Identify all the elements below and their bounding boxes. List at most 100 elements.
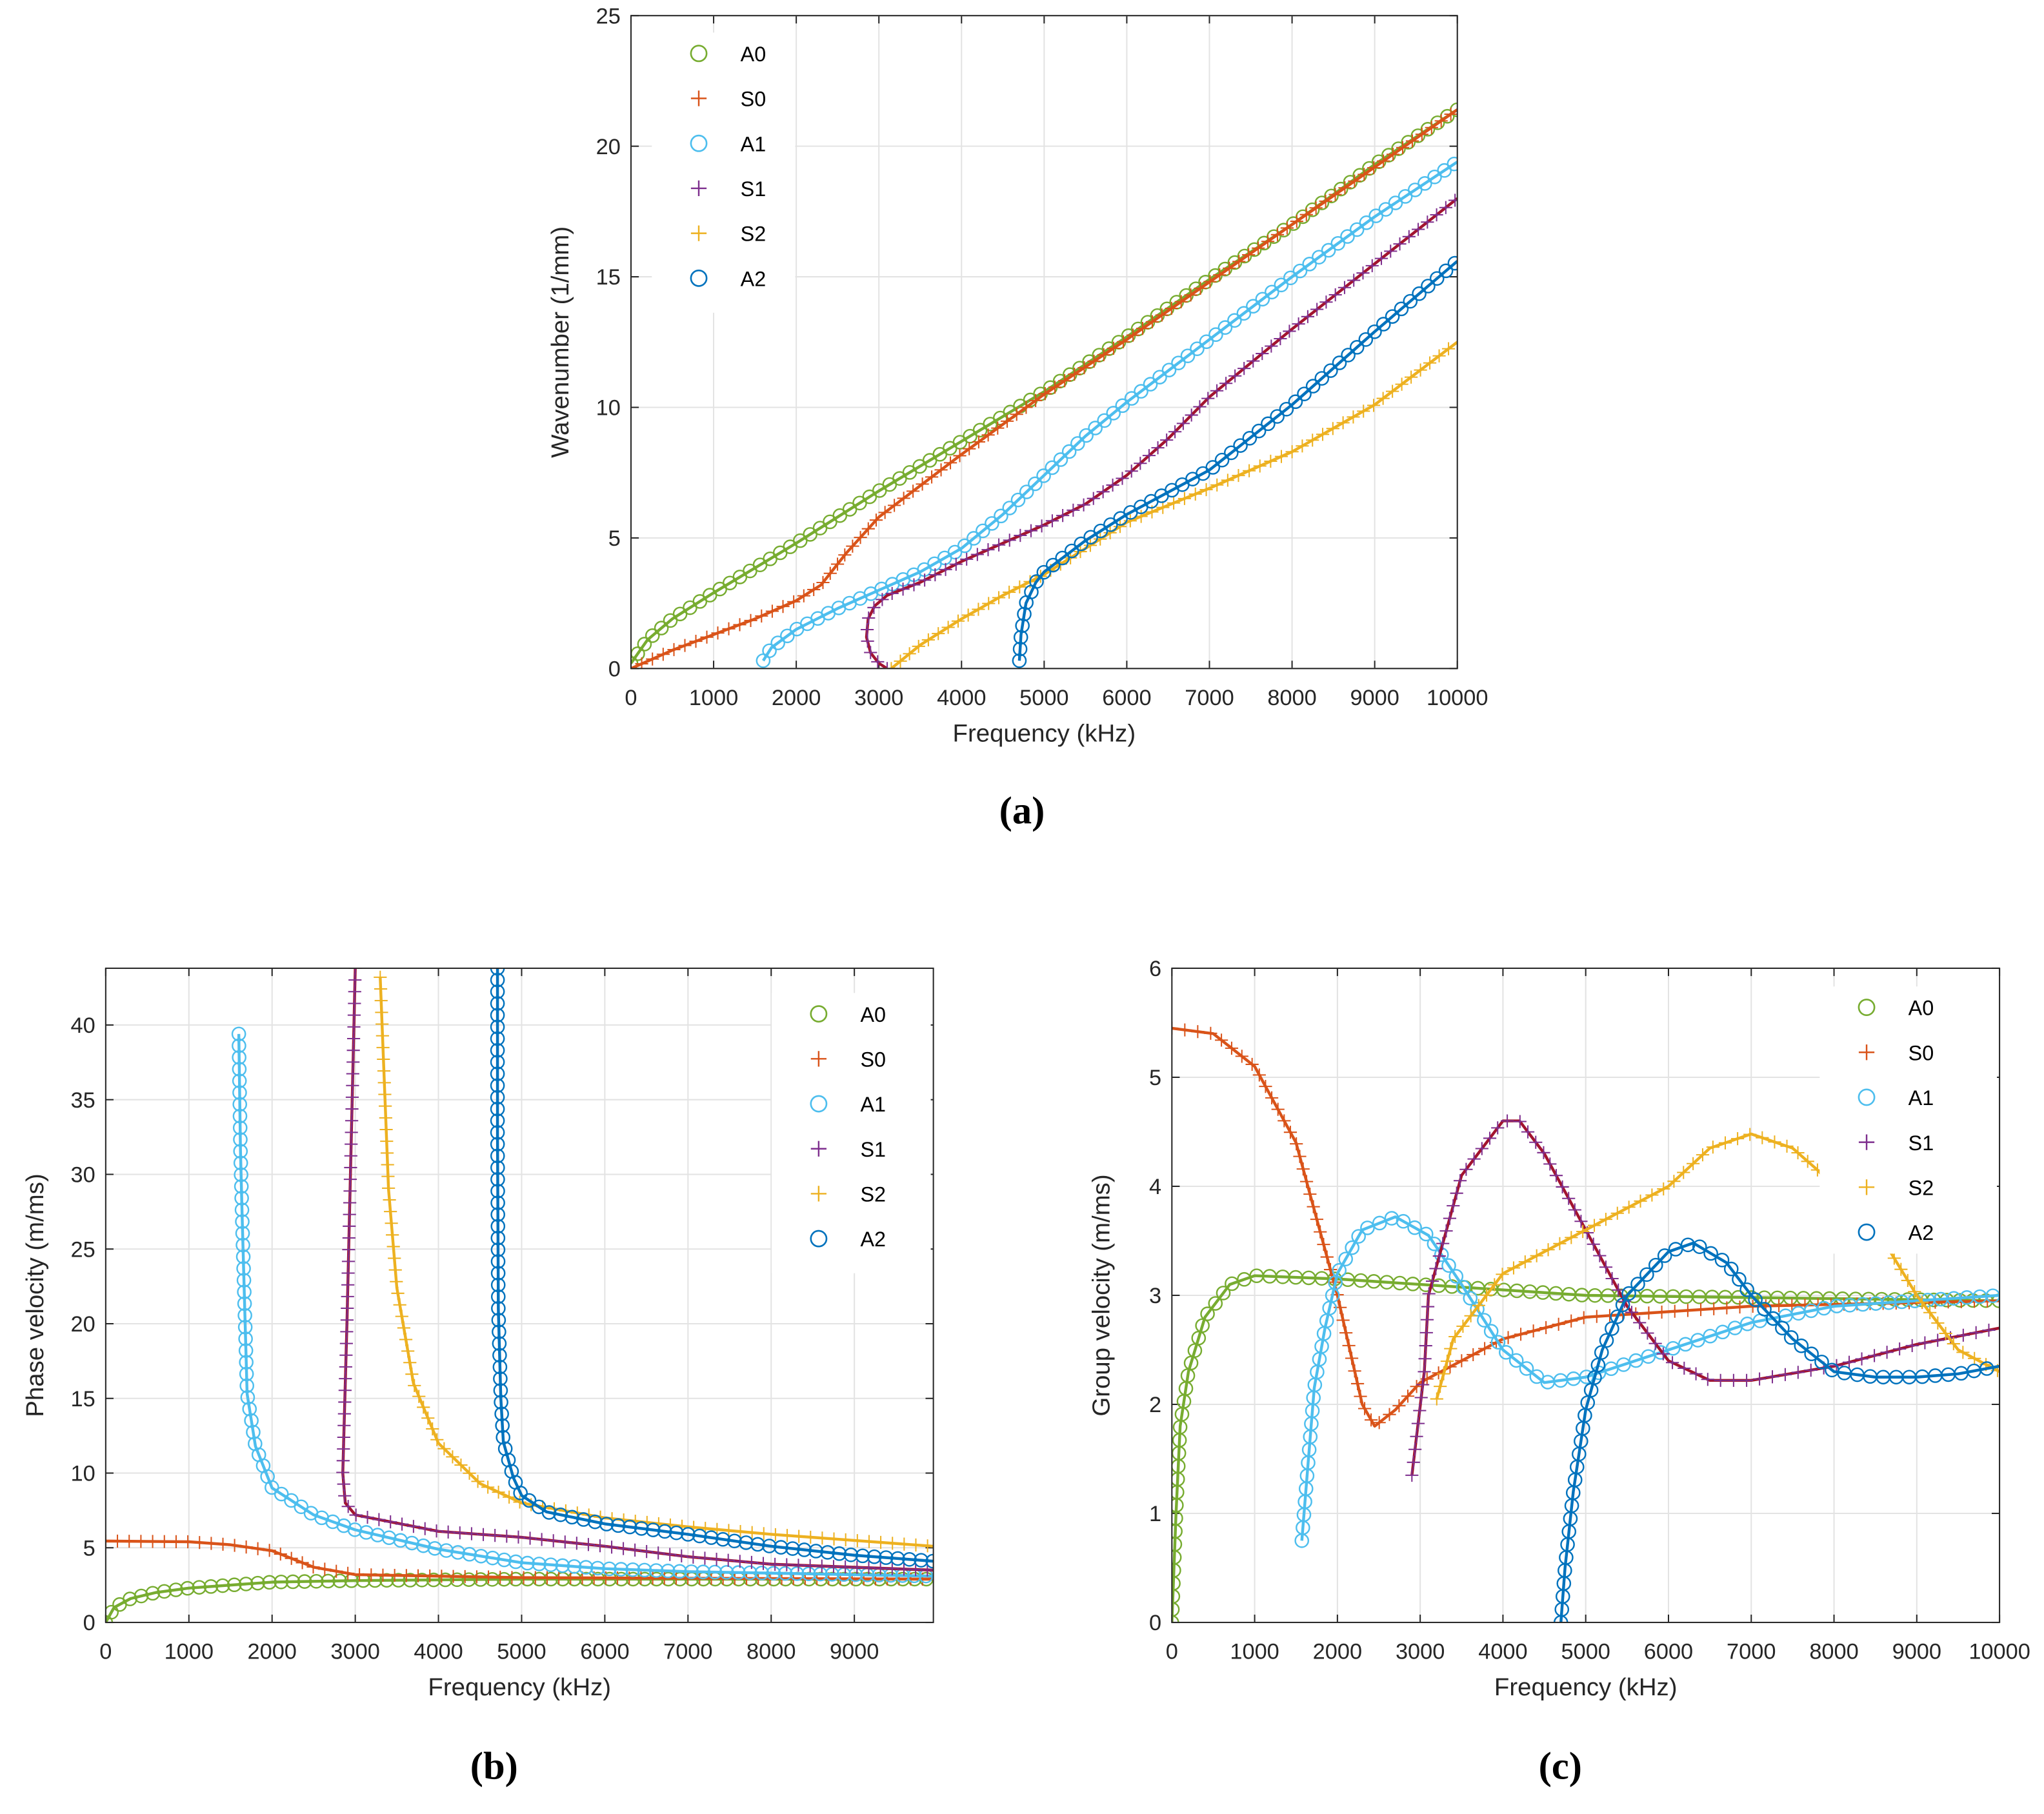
data-point-S0 [981, 428, 995, 442]
data-point-A2 [492, 1324, 506, 1339]
data-point-S2 [1939, 1326, 1952, 1341]
data-point-A2 [692, 1528, 707, 1544]
data-point-A2 [1385, 309, 1400, 324]
legend-box [1819, 986, 1998, 1254]
data-point-A0 [145, 1586, 160, 1601]
data-point-S1 [345, 1090, 359, 1104]
data-point-S1 [628, 1543, 642, 1557]
legend-marker-S1 [1858, 1134, 1875, 1150]
data-point-A1 [1274, 277, 1289, 293]
data-point-A2 [1979, 1361, 1994, 1376]
data-point-A2 [1421, 279, 1436, 294]
data-point-S2 [1908, 1285, 1921, 1299]
x-tick-label: 5000 [1019, 686, 1068, 710]
data-point-S0 [1372, 1416, 1386, 1430]
data-point-S1 [686, 1550, 700, 1564]
data-point-A2 [490, 1254, 506, 1269]
legend-marker-A0 [810, 1005, 828, 1023]
data-point-S1 [343, 1196, 357, 1210]
data-point-S2 [382, 1181, 396, 1195]
data-point-A1 [766, 1566, 781, 1581]
data-point-S1 [1982, 1323, 1996, 1337]
data-point-S2 [1134, 510, 1148, 523]
data-point-S0 [1303, 1187, 1317, 1201]
data-point-S1 [523, 1531, 537, 1545]
data-point-S0 [1290, 1137, 1303, 1151]
data-point-A0 [203, 1579, 219, 1594]
data-point-S0 [1319, 194, 1332, 208]
data-point-A2 [1297, 386, 1312, 401]
data-point-S1 [1247, 354, 1260, 368]
data-point-A1 [381, 1530, 397, 1546]
x-tick-label: 10000 [1427, 686, 1488, 710]
data-point-S1 [663, 1548, 677, 1561]
data-point-S0 [830, 557, 845, 571]
data-point-A0 [437, 1572, 453, 1588]
data-point-S0 [953, 449, 967, 463]
data-point-S0 [711, 626, 725, 640]
data-point-S0 [1317, 1237, 1330, 1251]
legend-label-S1: S1 [741, 177, 766, 201]
data-point-S2 [502, 1490, 516, 1504]
y-tick-label: 0 [1149, 1611, 1161, 1635]
data-point-S2 [1437, 1367, 1450, 1380]
data-point-A1 [1255, 292, 1270, 307]
data-point-A1 [985, 516, 999, 531]
y-tick-label: 10 [71, 1462, 95, 1486]
data-point-S0 [1245, 1057, 1259, 1071]
data-point-S2 [1264, 454, 1278, 468]
data-point-A1 [1265, 284, 1279, 300]
data-point-S0 [1235, 1050, 1248, 1063]
data-point-A1 [578, 1560, 594, 1575]
data-point-A1 [532, 1557, 546, 1571]
data-point-A2 [1814, 1354, 1829, 1370]
data-point-A1 [1124, 391, 1139, 406]
data-point-A1 [1338, 1251, 1353, 1266]
data-point-S0 [285, 1551, 298, 1565]
x-tick-label: 8000 [1267, 686, 1316, 710]
data-point-S1 [1804, 1363, 1818, 1377]
panel-label: (b) [470, 1744, 518, 1788]
data-point-S1 [1106, 478, 1119, 492]
data-point-A2 [490, 996, 505, 1011]
data-point-S2 [376, 1041, 390, 1054]
data-point-A1 [240, 1390, 256, 1405]
data-point-A1 [508, 1554, 523, 1570]
data-point-A2 [843, 1547, 859, 1562]
data-point-S2 [397, 1321, 410, 1335]
data-point-S1 [1752, 1372, 1767, 1386]
data-point-S2 [403, 1356, 417, 1370]
data-point-A1 [684, 1564, 699, 1579]
data-point-A2 [1036, 564, 1052, 580]
data-point-A2 [490, 1230, 506, 1246]
data-point-S2 [932, 627, 945, 641]
data-point-A1 [1134, 384, 1148, 399]
data-point-A1 [232, 1085, 247, 1101]
data-point-S0 [1038, 387, 1052, 401]
data-point-S0 [1029, 394, 1043, 407]
data-point-S2 [1414, 363, 1427, 377]
x-tick-label: 3000 [1396, 1640, 1445, 1664]
data-point-S1 [756, 1557, 770, 1570]
data-point-S1 [1439, 1224, 1453, 1238]
data-point-S0 [1733, 1300, 1747, 1314]
data-point-A2 [576, 1512, 591, 1527]
data-point-S1 [1014, 528, 1027, 543]
data-point-S2 [1791, 1146, 1805, 1160]
data-point-A2 [808, 1544, 823, 1559]
data-point-S1 [640, 1545, 654, 1559]
data-point-S0 [528, 1571, 542, 1584]
data-point-A1 [1340, 229, 1355, 244]
series-line-S1 [865, 197, 1458, 669]
data-point-A1 [777, 1566, 793, 1581]
data-point-S0 [296, 1556, 309, 1570]
data-point-S1 [372, 1513, 386, 1526]
data-point-S2 [1472, 1299, 1485, 1312]
data-point-S0 [1434, 114, 1448, 128]
data-point-S0 [1010, 408, 1023, 421]
data-point-S0 [907, 484, 920, 498]
data-point-S2 [1667, 1175, 1681, 1188]
data-point-A1 [232, 1108, 248, 1124]
data-point-A2 [1794, 1338, 1809, 1353]
data-point-S0 [1565, 1314, 1578, 1328]
